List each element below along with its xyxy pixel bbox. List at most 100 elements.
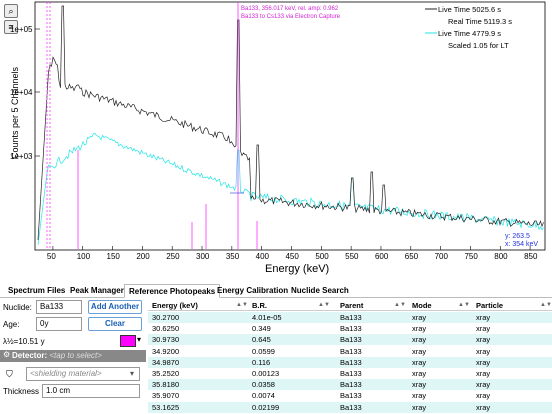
- clear-button[interactable]: Clear: [88, 317, 142, 331]
- table-row[interactable]: 30.9730 0.645 Ba133 xray xray: [148, 334, 552, 346]
- column-header-particle[interactable]: Particle: [476, 301, 504, 310]
- legend-scaled: Scaled 1.05 for LT: [448, 41, 509, 50]
- table-row[interactable]: 35.2520 0.00123 Ba133 xray xray: [148, 368, 552, 379]
- sort-icon[interactable]: ▲▼: [236, 302, 248, 308]
- foreground-spectrum-line: [37, 5, 544, 241]
- peak-annotation-line2: Ba133 to Cs133 via Electron Capture: [241, 14, 341, 20]
- tab-energy-calibration[interactable]: Energy Calibration: [217, 286, 289, 295]
- legend-live-time-2: Live Time 4779.9 s: [438, 29, 501, 38]
- zoom-icon[interactable]: ⌕: [4, 4, 18, 18]
- peak-annotation-line1: Ba133, 356.017 keV, rel. amp: 0.962: [241, 6, 339, 12]
- cell-particle: xray: [476, 402, 491, 412]
- table-header: Energy (keV) ▲▼ B.R. ▲▼ Parent ▲▼ Mode ▲…: [148, 299, 552, 311]
- cell-mode: xray: [412, 346, 427, 356]
- column-header-br[interactable]: B.R.: [252, 301, 267, 310]
- tab-nuclide-search[interactable]: Nuclide Search: [291, 286, 349, 295]
- legend-real-time-1: Real Time 5119.3 s: [448, 17, 513, 26]
- cell-energy: 35.2520: [152, 369, 180, 378]
- y-tick-label: 1e+05: [10, 25, 33, 34]
- cell-parent: Ba133: [340, 335, 362, 345]
- cell-mode: xray: [412, 357, 427, 367]
- gear-icon[interactable]: ⚙: [3, 350, 11, 359]
- cell-particle: xray: [476, 335, 491, 345]
- cell-energy: 35.9070: [152, 391, 180, 401]
- x-tick-label: 550: [345, 252, 359, 261]
- cell-particle: xray: [476, 391, 491, 401]
- cell-parent: Ba133: [340, 369, 362, 378]
- add-another-button[interactable]: Add Another: [88, 300, 142, 314]
- x-tick-label: 400: [255, 252, 270, 261]
- cell-br: 0.116: [252, 357, 271, 367]
- reference-photopeak-lines: [46, 2, 258, 249]
- plot-frame: [34, 1, 546, 251]
- table-row[interactable]: 53.1625 0.02199 Ba133 xray xray: [148, 401, 552, 413]
- cell-mode: xray: [412, 391, 427, 401]
- nuclide-label: Nuclide:: [3, 303, 32, 312]
- shielding-select[interactable]: <shielding material>: [26, 367, 140, 381]
- tab-spectrum-files[interactable]: Spectrum Files: [8, 286, 66, 295]
- tab-reference-photopeaks[interactable]: Reference Photopeaks: [124, 284, 221, 298]
- column-header-mode[interactable]: Mode: [412, 301, 432, 310]
- x-tick-label: 750: [464, 252, 478, 261]
- column-header-energy[interactable]: Energy (keV): [152, 301, 198, 310]
- cell-energy: 35.8180: [152, 380, 180, 390]
- spectrum-chart[interactable]: [0, 0, 552, 280]
- x-axis-ticks: [52, 246, 531, 250]
- detector-label: Detector:: [12, 351, 48, 360]
- table-row[interactable]: 34.9870 0.116 Ba133 xray xray: [148, 356, 552, 368]
- cell-particle: xray: [476, 346, 491, 356]
- cell-br: 0.02199: [252, 402, 280, 412]
- thickness-input[interactable]: 1.0 cm: [42, 384, 140, 398]
- table-row[interactable]: 35.8180 0.0358 Ba133 xray xray: [148, 379, 552, 391]
- nuclide-input[interactable]: Ba133: [36, 300, 82, 314]
- x-tick-label: 500: [315, 252, 329, 261]
- photopeaks-table[interactable]: Energy (keV) ▲▼ B.R. ▲▼ Parent ▲▼ Mode ▲…: [148, 299, 552, 414]
- tab-peak-manager[interactable]: Peak Manager: [70, 286, 124, 295]
- chevron-down-icon: ▾: [130, 369, 135, 378]
- cell-energy: 34.9870: [152, 357, 180, 367]
- thickness-label: Thickness: [3, 387, 40, 396]
- color-swatch[interactable]: [120, 335, 136, 347]
- cell-particle: xray: [476, 324, 491, 334]
- cell-parent: Ba133: [340, 313, 362, 322]
- age-input[interactable]: 0y: [36, 317, 82, 331]
- detector-selector[interactable]: Detector: <tap to select>: [0, 350, 146, 362]
- sort-icon[interactable]: ▲▼: [458, 302, 470, 308]
- sort-icon[interactable]: ▲▼: [394, 302, 406, 308]
- cell-br: 0.645: [252, 335, 271, 345]
- cell-br: 0.00123: [252, 369, 280, 378]
- table-row[interactable]: 30.6250 0.349 Ba133 xray xray: [148, 323, 552, 334]
- cell-br: 0.0074: [252, 391, 275, 401]
- y-axis-ticks: [35, 28, 40, 157]
- cell-mode: xray: [412, 313, 427, 322]
- table-row[interactable]: 34.9200 0.0599 Ba133 xray xray: [148, 346, 552, 357]
- chevron-down-icon[interactable]: ▾: [137, 335, 142, 344]
- cell-energy: 34.9200: [152, 346, 180, 356]
- y-axis-label: Counts per 5 Channels: [10, 66, 20, 160]
- cell-br: 0.0358: [252, 380, 275, 390]
- cell-mode: xray: [412, 369, 427, 378]
- table-row[interactable]: 30.2700 4.01e-05 Ba133 xray xray: [148, 312, 552, 323]
- sort-icon[interactable]: ▲▼: [540, 302, 552, 308]
- x-axis-label: Energy (keV): [265, 263, 330, 275]
- y-tick-label: 1e+04: [10, 88, 33, 97]
- cell-mode: xray: [412, 380, 427, 390]
- spectrum-plot[interactable]: ⌕ ≡ 1e+05 1e+04 1e+03 Counts per 5 Chann…: [0, 0, 552, 280]
- x-tick-label: 650: [404, 252, 419, 261]
- age-label: Age:: [3, 320, 20, 329]
- background-spectrum-line: [37, 133, 544, 246]
- table-row[interactable]: 35.9070 0.0074 Ba133 xray xray: [148, 390, 552, 401]
- x-tick-label: 50: [46, 252, 56, 261]
- cell-mode: xray: [412, 335, 427, 345]
- y-tick-label: 1e+03: [10, 152, 33, 161]
- cursor-x-readout: x: 354 keV: [505, 241, 539, 248]
- cell-mode: xray: [412, 324, 427, 334]
- menu-icon[interactable]: ≡: [4, 20, 18, 34]
- column-header-parent[interactable]: Parent: [340, 301, 364, 310]
- cell-particle: xray: [476, 380, 491, 390]
- sort-icon[interactable]: ▲▼: [318, 302, 330, 308]
- cell-parent: Ba133: [340, 380, 362, 390]
- x-tick-label: 700: [434, 252, 448, 261]
- cell-energy: 30.2700: [152, 313, 180, 322]
- cell-br: 0.0599: [252, 346, 275, 356]
